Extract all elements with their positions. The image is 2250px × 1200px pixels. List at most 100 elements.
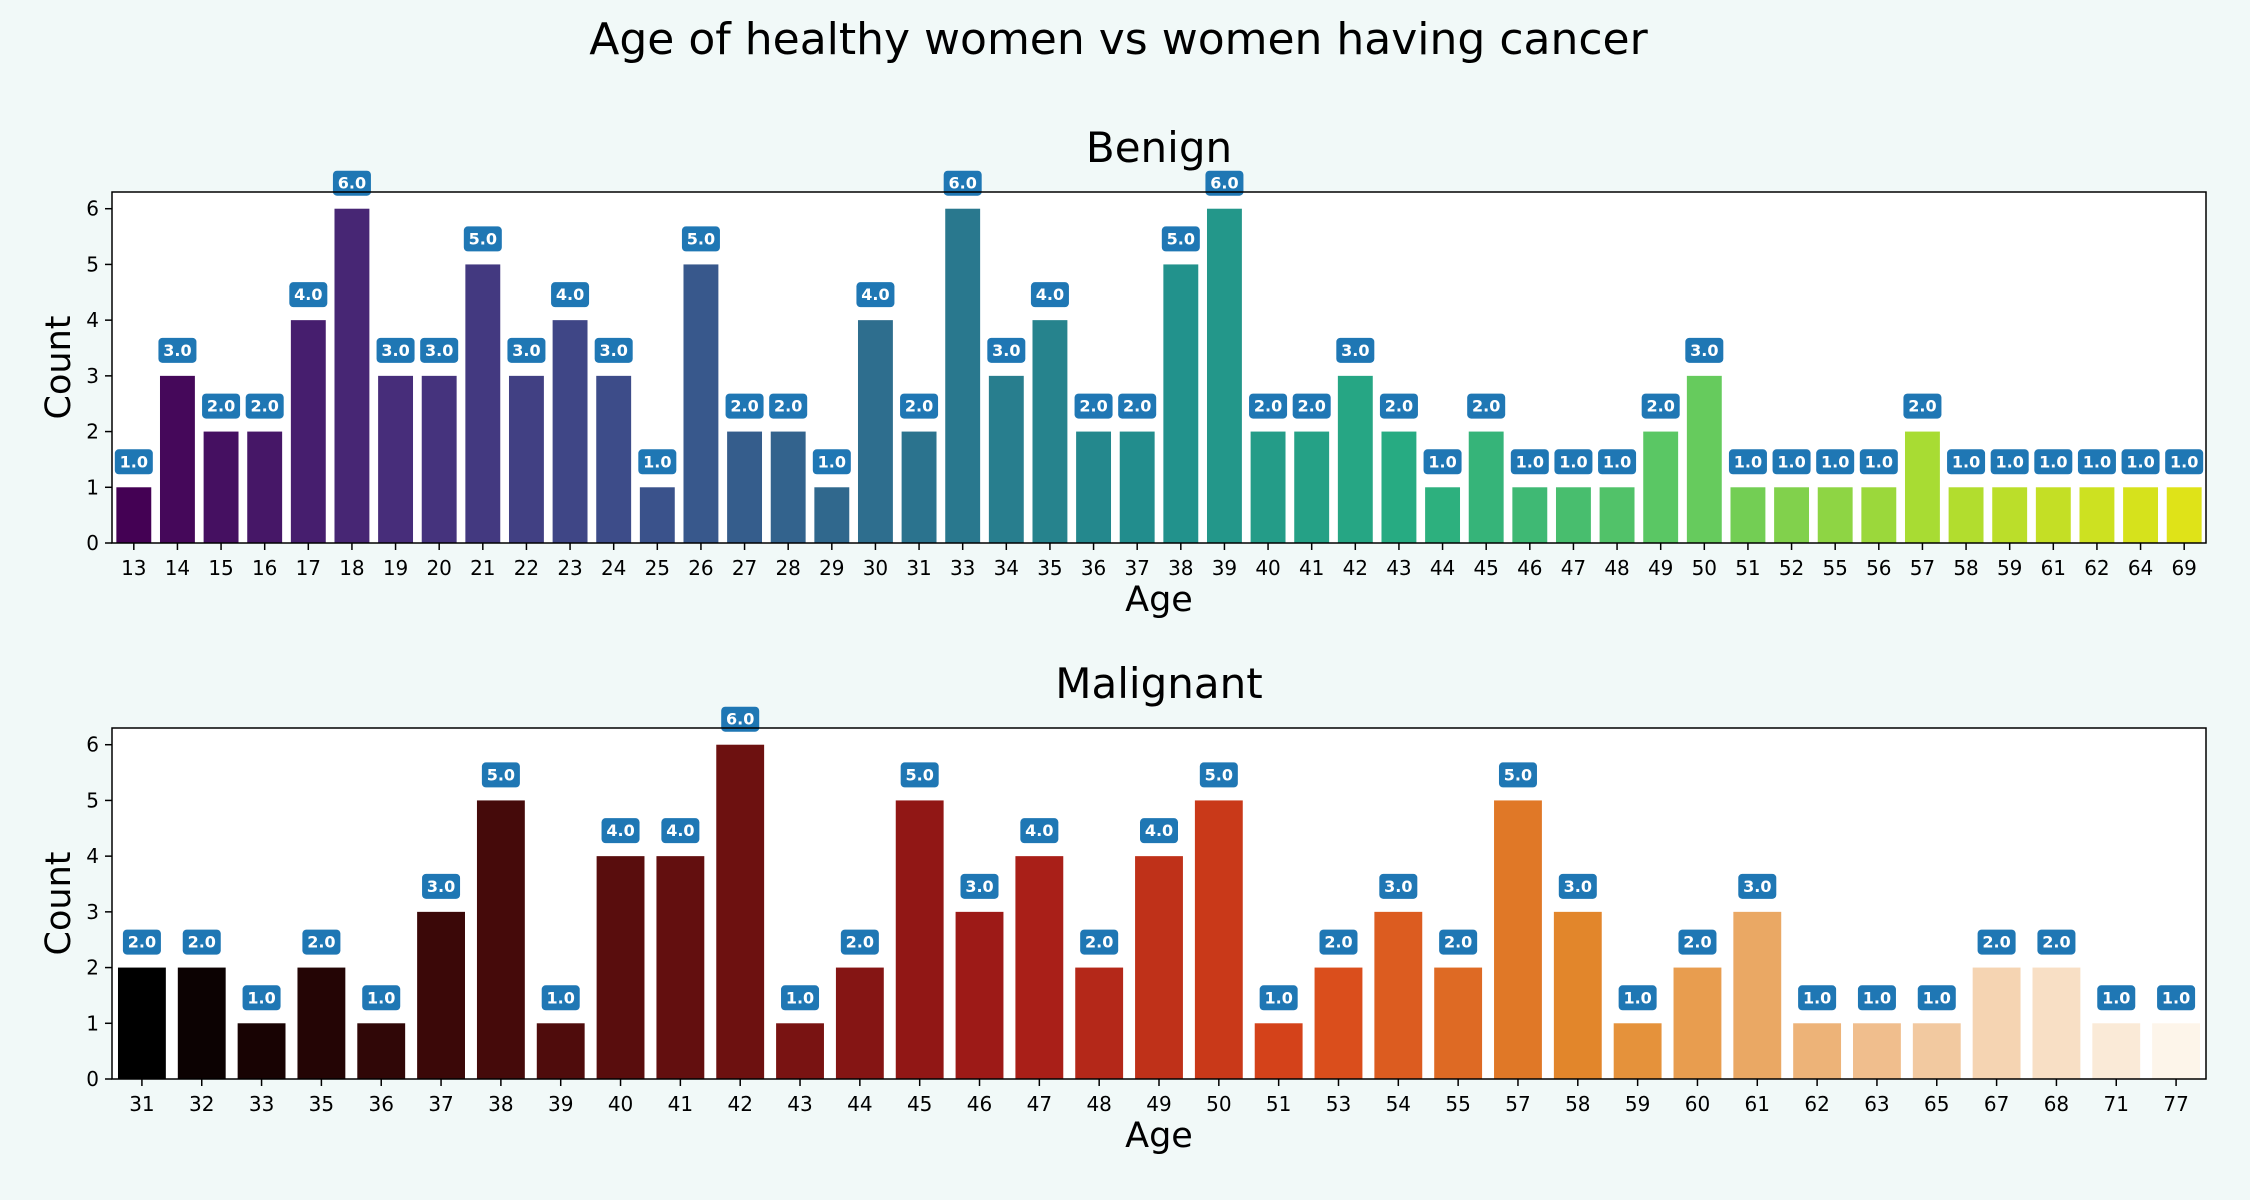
chart-malignant-data-label-box [781, 985, 820, 1011]
chart-benign-data-label-box [1772, 449, 1811, 475]
chart-benign-x-tick-label: 18 [339, 556, 364, 580]
chart-benign-x-tick-label: 59 [1997, 556, 2022, 580]
chart-malignant-bar [1613, 1023, 1662, 1079]
chart-benign-bar [1425, 487, 1461, 543]
chart-malignant-data-label: 2.0 [307, 933, 335, 952]
chart-benign-bar [2123, 487, 2159, 543]
chart-malignant-data-label: 2.0 [1982, 933, 2010, 952]
chart-benign-x-tick-label: 15 [208, 556, 233, 580]
chart-benign-data-label: 6.0 [338, 174, 366, 193]
chart-benign-data-label-box [1118, 393, 1157, 419]
chart-benign-y-tick-label: 2 [86, 420, 99, 444]
chart-benign-data-label: 1.0 [2083, 452, 2111, 471]
chart-benign-data-label-box [1554, 449, 1593, 475]
chart-malignant-frame [111, 727, 2207, 1080]
chart-benign-data-label: 1.0 [643, 452, 671, 471]
chart-malignant-bar [357, 1023, 406, 1079]
chart-benign-data-label: 2.0 [1298, 397, 1326, 416]
chart-malignant-data-label: 4.0 [1145, 821, 1173, 840]
chart-benign-y-tick-label: 3 [86, 364, 99, 388]
chart-benign-x-tick-label: 55 [1822, 556, 1847, 580]
chart-benign-data-label: 1.0 [2170, 452, 2198, 471]
chart-benign-data-label: 1.0 [1821, 452, 1849, 471]
chart-malignant-data-label-box [721, 706, 760, 732]
chart-malignant-data-label-box [1738, 873, 1777, 899]
chart-benign-data-label-box [725, 393, 764, 419]
chart-benign-bar [1250, 431, 1286, 543]
chart-benign-x-tick-label: 69 [2171, 556, 2196, 580]
chart-malignant-data-label-box [1319, 929, 1358, 955]
chart-benign-x-tick-label: 26 [688, 556, 713, 580]
chart-malignant-y-tick-label: 0 [86, 1067, 99, 1091]
chart-malignant-x-tick-label: 41 [668, 1092, 693, 1116]
chart-benign-data-label: 3.0 [512, 341, 540, 360]
chart-malignant-x-tick-label: 44 [847, 1092, 872, 1116]
chart-benign-x-tick-label: 43 [1386, 556, 1411, 580]
chart-malignant-data-label-box [302, 929, 341, 955]
chart-benign-x-tick-label: 40 [1255, 556, 1280, 580]
chart-malignant-x-tick-label: 59 [1625, 1092, 1650, 1116]
chart-malignant-bar [1374, 911, 1423, 1079]
chart-benign-data-label-box [114, 449, 153, 475]
chart-malignant-data-label: 2.0 [846, 933, 874, 952]
chart-benign-bar [1206, 208, 1242, 543]
chart-benign-x-tick-label: 30 [863, 556, 888, 580]
chart-malignant-x-tick-label: 43 [787, 1092, 812, 1116]
chart-malignant-data-label-box [1379, 873, 1418, 899]
chart-malignant-x-tick-label: 37 [428, 1092, 453, 1116]
chart-malignant-y-tick-label: 4 [86, 844, 99, 868]
chart-benign-data-label-box [463, 226, 502, 252]
chart-malignant-x-tick-label: 36 [369, 1092, 394, 1116]
chart-malignant-x-tick-label: 68 [2044, 1092, 2069, 1116]
chart-malignant-data-label: 4.0 [606, 821, 634, 840]
malignant-chart: Malignant0123456312.0322.0331.0352.0361.… [39, 659, 2207, 1156]
chart-benign-data-label: 2.0 [1908, 397, 1936, 416]
chart-benign-data-label-box [1030, 282, 1069, 308]
chart-benign-x-tick-label: 37 [1124, 556, 1149, 580]
chart-malignant-x-tick-label: 35 [309, 1092, 334, 1116]
chart-malignant-data-label: 2.0 [188, 933, 216, 952]
chart-benign-bar [552, 320, 588, 543]
chart-benign-data-label-box [332, 170, 371, 196]
chart-benign-frame [111, 191, 2207, 544]
chart-malignant-data-label-box [1618, 985, 1657, 1011]
chart-benign-bar [334, 208, 370, 543]
chart-benign-x-tick-label: 20 [426, 556, 451, 580]
chart-benign-bar [1817, 487, 1853, 543]
chart-benign-data-label-box [2121, 449, 2160, 475]
chart-malignant-x-tick-label: 62 [1804, 1092, 1829, 1116]
chart-malignant-bar [1254, 1023, 1303, 1079]
chart-malignant-x-tick-label: 53 [1326, 1092, 1351, 1116]
chart-benign-x-tick-label: 58 [1953, 556, 1978, 580]
chart-benign-data-label: 1.0 [2039, 452, 2067, 471]
chart-benign-bar [508, 375, 544, 543]
chart-malignant-data-label: 1.0 [1623, 988, 1651, 1007]
chart-malignant-data-label: 3.0 [1564, 877, 1592, 896]
chart-malignant-x-tick-label: 71 [2104, 1092, 2129, 1116]
chart-benign-bar [1992, 487, 2028, 543]
chart-benign-data-label: 1.0 [1559, 452, 1587, 471]
chart-benign-data-label: 6.0 [1210, 174, 1238, 193]
chart-benign-data-label-box [987, 337, 1026, 363]
chart-benign-x-tick-label: 22 [514, 556, 539, 580]
chart-benign-data-label: 2.0 [1472, 397, 1500, 416]
chart-malignant-data-label-box [601, 818, 640, 844]
chart-malignant-data-label-box [1498, 762, 1537, 788]
chart-benign-data-label: 2.0 [905, 397, 933, 416]
chart-benign-bar [1948, 487, 1984, 543]
chart-benign-bar [2035, 487, 2071, 543]
chart-benign-x-tick-label: 46 [1517, 556, 1542, 580]
chart-malignant-x-tick-label: 54 [1386, 1092, 1411, 1116]
chart-benign-x-tick-label: 29 [819, 556, 844, 580]
chart-benign-data-label: 2.0 [1079, 397, 1107, 416]
chart-malignant-data-label-box [2037, 929, 2076, 955]
chart-benign-data-label-box [376, 337, 415, 363]
chart-benign-bar [770, 431, 806, 543]
chart-malignant-bar [1793, 1023, 1842, 1079]
chart-malignant-data-label-box [900, 762, 939, 788]
chart-benign-data-label-box [1728, 449, 1767, 475]
chart-benign-data-label: 1.0 [1428, 452, 1456, 471]
chart-benign-data-label: 1.0 [1603, 452, 1631, 471]
chart-benign-bar [159, 375, 195, 543]
chart-benign-data-label-box [1685, 337, 1724, 363]
